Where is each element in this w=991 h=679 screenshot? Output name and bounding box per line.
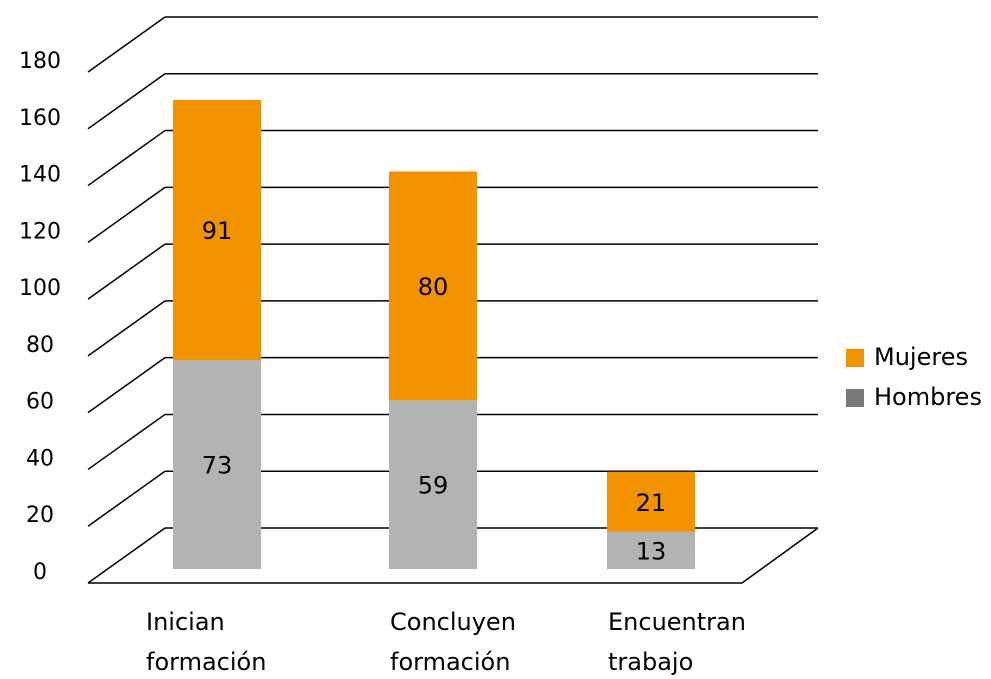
legend: Mujeres Hombres: [846, 343, 982, 411]
bar-segment-mujeres: 21: [607, 471, 695, 532]
data-label: 21: [636, 489, 667, 517]
legend-label: Mujeres: [874, 343, 968, 371]
category-label: Encuentran trabajo: [608, 608, 746, 676]
gridline: [87, 243, 818, 300]
bar-segment-mujeres: 91: [173, 100, 261, 361]
y-tick-label: 60: [26, 390, 54, 415]
gridline: [87, 300, 818, 357]
gridline: [87, 356, 818, 414]
legend-entry: Mujeres: [846, 343, 968, 371]
chart-floor: [88, 527, 819, 584]
bar-segment-hombres: 73: [173, 360, 261, 569]
bar-segment-hombres: 13: [607, 531, 695, 569]
y-tick-label: 0: [33, 560, 47, 585]
gridline: [87, 73, 818, 130]
y-tick-label: 120: [19, 219, 61, 244]
bar-hombres: [173, 360, 261, 569]
bar-mujeres: [607, 471, 695, 532]
bar-hombres: [389, 400, 477, 569]
y-tick-label: 180: [19, 49, 61, 74]
y-tick-label: 80: [26, 333, 54, 358]
bar-segment-mujeres: 80: [389, 171, 477, 401]
category-label: Inician formación: [146, 608, 266, 676]
y-tick-label: 40: [26, 446, 54, 471]
legend-entry: Hombres: [846, 383, 982, 411]
gridline: [87, 186, 818, 243]
legend-label: Hombres: [874, 383, 982, 411]
gridline: [87, 413, 818, 471]
gridline: [87, 470, 818, 527]
legend-swatch: [846, 389, 864, 407]
bars: 73 91 59 80 13 21: [173, 100, 695, 569]
bar-mujeres: [173, 100, 261, 361]
gridline: [87, 16, 818, 73]
category-label: Concluyen formación: [390, 608, 516, 676]
data-label: 73: [202, 452, 233, 480]
gridlines: [87, 16, 819, 584]
gridline: [87, 129, 818, 187]
bar-mujeres: [389, 171, 477, 401]
x-axis-categories: Inician formación Concluyen formación Encuen…: [146, 608, 746, 676]
data-label: 80: [418, 273, 449, 301]
y-tick-label: 20: [26, 503, 54, 528]
data-label: 91: [202, 217, 233, 245]
y-axis-ticks: 0 20 40 60 80 100 120 140 160 180: [19, 49, 61, 585]
bar-hombres: [607, 531, 695, 569]
y-tick-label: 140: [19, 163, 61, 188]
bar-segment-hombres: 59: [389, 400, 477, 569]
legend-swatch: [846, 349, 864, 367]
y-tick-label: 160: [19, 106, 61, 131]
gridline: [87, 527, 818, 584]
data-label: 59: [418, 472, 449, 500]
y-tick-label: 100: [19, 276, 61, 301]
data-label: 13: [636, 537, 667, 565]
